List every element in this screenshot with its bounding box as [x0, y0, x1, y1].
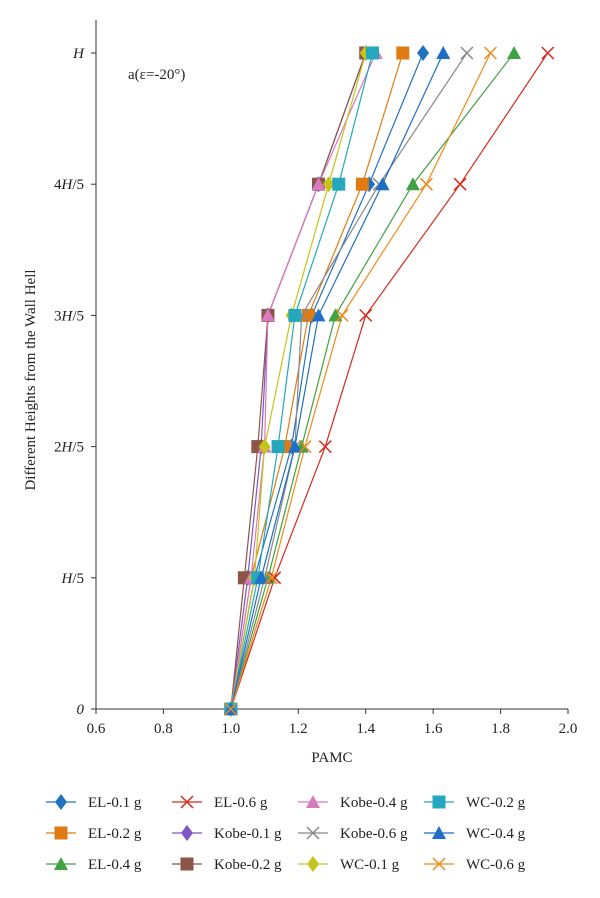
series-line-el-0-4-g: [230, 52, 515, 710]
legend-label: Kobe-0.4 g: [340, 795, 408, 811]
legend-label: EL-0.6 g: [214, 795, 268, 811]
data-point-kobe-0-4-g: [311, 177, 326, 191]
data-point-kobe-0-4-g: [260, 308, 275, 322]
series-markers: [223, 45, 555, 717]
data-point-el-0-4-g: [507, 46, 522, 59]
legend-item-el-0-4-g: EL-0.4 g: [46, 857, 142, 873]
data-point-wc-0-6-g: [419, 177, 433, 191]
legend-item-kobe-0-1-g: Kobe-0.1 g: [172, 825, 282, 842]
legend-item-kobe-0-6-g: Kobe-0.6 g: [298, 826, 408, 842]
x-tick-label: 1.4: [356, 721, 375, 737]
data-point-wc-0-2-g: [271, 440, 285, 454]
series-line-wc-0-4-g: [230, 52, 444, 710]
legend-label: WC-0.2 g: [466, 795, 526, 811]
legend-item-el-0-1-g: EL-0.1 g: [46, 794, 142, 811]
series-line-el-0-1-g: [230, 52, 424, 710]
data-point-wc-0-2-g: [288, 308, 302, 322]
x-tick-label: 1.0: [221, 721, 240, 737]
legend-item-wc-0-4-g: WC-0.4 g: [424, 826, 526, 842]
series-line-el-0-6-g: [230, 52, 549, 710]
series-line-kobe-0-6-g: [230, 52, 468, 710]
y-tick-label: H: [72, 46, 85, 62]
data-point-wc-0-2-g: [332, 177, 346, 191]
data-point-wc-0-4-g: [287, 439, 302, 453]
series-line-kobe-0-2-g: [230, 52, 367, 710]
legend-label: WC-0.4 g: [466, 826, 526, 842]
legend-label: EL-0.2 g: [88, 826, 142, 842]
legend-label: Kobe-0.2 g: [214, 857, 282, 873]
data-point-el-0-4-g: [328, 308, 343, 322]
legend-item-kobe-0-2-g: Kobe-0.2 g: [172, 857, 282, 873]
data-point-wc-0-6-g: [264, 571, 278, 585]
legend-marker: [432, 795, 446, 809]
data-point-wc-0-4-g: [254, 570, 269, 584]
legend-label: WC-0.1 g: [340, 857, 400, 873]
x-tick-label: 0.6: [87, 721, 106, 737]
legend-label: EL-0.4 g: [88, 857, 142, 873]
series-line-wc-0-2-g: [230, 52, 374, 710]
data-point-wc-0-4-g: [375, 177, 390, 191]
legend-marker: [306, 795, 320, 808]
data-point-wc-0-6-g: [298, 440, 312, 454]
data-point-el-0-2-g: [396, 46, 410, 60]
legend-item-wc-0-1-g: WC-0.1 g: [298, 856, 400, 873]
legend-marker: [432, 857, 446, 871]
legend-marker: [181, 825, 193, 841]
legend-label: EL-0.1 g: [88, 795, 142, 811]
legend-marker: [180, 795, 194, 809]
y-tick-label: H/5: [60, 571, 84, 587]
data-point-wc-0-6-g: [224, 702, 238, 716]
data-point-kobe-0-6-g: [460, 46, 474, 60]
legend-label: Kobe-0.6 g: [340, 826, 408, 842]
series-line-wc-0-6-g: [230, 52, 491, 710]
x-tick-label: 1.2: [289, 721, 308, 737]
data-point-wc-0-4-g: [311, 308, 326, 322]
data-point-el-0-4-g: [405, 177, 420, 191]
x-tick-label: 1.8: [491, 721, 510, 737]
series-line-wc-0-1-g: [230, 52, 367, 710]
data-point-wc-0-6-g: [483, 46, 497, 60]
legend-label: WC-0.6 g: [466, 857, 526, 873]
legend-marker: [55, 794, 67, 810]
data-point-wc-0-1-g: [258, 438, 271, 455]
data-point-el-0-2-g: [355, 177, 369, 191]
data-point-wc-0-1-g: [322, 176, 335, 193]
data-point-wc-0-4-g: [436, 46, 451, 59]
legend-label: Kobe-0.1 g: [214, 826, 282, 842]
x-tick-label: 1.6: [424, 721, 443, 737]
legend-item-el-0-2-g: EL-0.2 g: [46, 826, 142, 842]
legend-marker: [432, 826, 446, 839]
y-axis-title: Different Heights from the Wall Hell: [23, 269, 39, 490]
data-point-el-0-6-g: [453, 177, 467, 191]
legend-marker: [306, 826, 320, 840]
x-tick-label: 2.0: [559, 721, 578, 737]
legend-marker: [54, 826, 68, 840]
legend-item-kobe-0-4-g: Kobe-0.4 g: [298, 795, 408, 811]
legend-marker: [180, 857, 194, 871]
legend-marker: [54, 857, 68, 870]
legend: EL-0.1 g EL-0.2 g EL-0.4 g EL-0.6 g Kobe-0.1…: [46, 794, 526, 873]
legend-item-wc-0-6-g: WC-0.6 g: [424, 857, 526, 873]
y-tick-label: 4H/5: [54, 177, 84, 193]
data-point-el-0-1-g: [417, 45, 430, 61]
legend-item-wc-0-2-g: WC-0.2 g: [424, 795, 526, 811]
x-axis-title: PAMC: [311, 750, 352, 766]
data-point-el-0-6-g: [359, 308, 373, 322]
series-line-kobe-0-4-g: [230, 52, 377, 710]
data-point-wc-0-2-g: [365, 46, 379, 60]
data-point-el-0-6-g: [318, 440, 332, 454]
axes: 0.6 0.8 1.0 1.2 1.4 1.6 1.8 2.0 0 H/5 2H/5 3H/5 4H/5…: [54, 20, 577, 737]
y-tick-label: 2H/5: [54, 440, 84, 456]
legend-item-el-0-6-g: EL-0.6 g: [172, 795, 268, 811]
data-point-el-0-6-g: [541, 46, 555, 60]
data-point-wc-0-6-g: [335, 308, 349, 322]
chart-annotation: a(ε=-20°): [128, 67, 185, 83]
y-tick-label: 3H/5: [54, 308, 84, 324]
legend-marker: [307, 856, 319, 872]
data-point-el-0-6-g: [268, 571, 282, 585]
y-tick-label: 0: [77, 702, 85, 718]
series-lines: [230, 52, 549, 710]
x-tick-label: 0.8: [154, 721, 173, 737]
